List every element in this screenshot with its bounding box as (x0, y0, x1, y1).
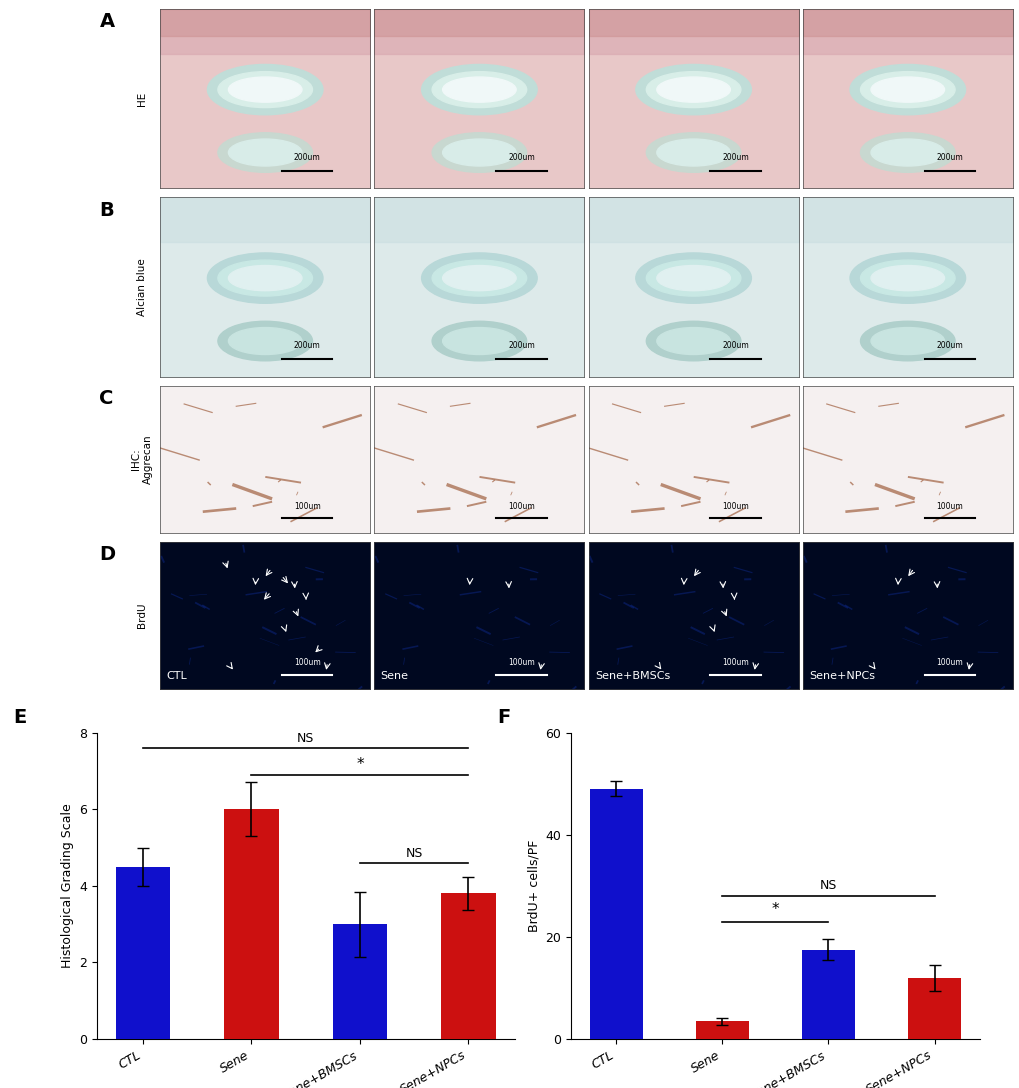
Bar (589, 789, 642, 1039)
Bar (907, 978, 960, 1039)
Ellipse shape (635, 252, 751, 304)
Text: 200um: 200um (507, 152, 534, 161)
Ellipse shape (870, 77, 944, 102)
Ellipse shape (432, 321, 526, 361)
Text: Alcian blue: Alcian blue (138, 258, 147, 316)
Ellipse shape (432, 133, 526, 172)
Text: BrdU: BrdU (138, 603, 147, 629)
Text: 200um: 200um (721, 152, 748, 161)
Ellipse shape (442, 327, 516, 355)
Ellipse shape (646, 321, 740, 361)
Text: 100um: 100um (293, 658, 320, 667)
Text: A: A (100, 12, 114, 32)
Text: Sene+NPCs: Sene+NPCs (808, 670, 874, 680)
Ellipse shape (207, 64, 323, 114)
Text: 100um: 100um (293, 502, 320, 511)
Text: 200um: 200um (507, 341, 534, 350)
Text: Sene: Sene (380, 670, 409, 680)
Text: 100um: 100um (507, 502, 534, 511)
Bar (116, 867, 170, 1039)
Ellipse shape (218, 321, 312, 361)
Text: 100um: 100um (935, 658, 962, 667)
Ellipse shape (228, 265, 302, 290)
Text: 200um: 200um (721, 341, 748, 350)
Bar (224, 809, 278, 1039)
Ellipse shape (218, 133, 312, 172)
Ellipse shape (656, 77, 730, 102)
Ellipse shape (656, 327, 730, 355)
Text: NS: NS (297, 732, 314, 745)
Ellipse shape (442, 265, 516, 290)
Text: NS: NS (406, 846, 423, 860)
Ellipse shape (860, 133, 954, 172)
Ellipse shape (870, 327, 944, 355)
Text: D: D (100, 545, 115, 564)
Ellipse shape (421, 252, 537, 304)
Text: 200um: 200um (293, 152, 320, 161)
Ellipse shape (635, 64, 751, 114)
Bar (695, 1022, 748, 1039)
Text: *: * (356, 756, 364, 771)
Ellipse shape (442, 77, 516, 102)
Bar (801, 950, 854, 1039)
Text: 100um: 100um (507, 658, 534, 667)
Ellipse shape (860, 72, 954, 108)
Y-axis label: BrdU+ cells/PF: BrdU+ cells/PF (527, 840, 539, 932)
Text: 200um: 200um (935, 152, 962, 161)
Ellipse shape (218, 260, 312, 296)
Text: IHC:
Aggrecan: IHC: Aggrecan (131, 434, 153, 484)
Text: 100um: 100um (721, 658, 748, 667)
Ellipse shape (432, 72, 526, 108)
Text: E: E (13, 708, 26, 727)
Text: 200um: 200um (935, 341, 962, 350)
Text: 100um: 100um (721, 502, 748, 511)
Bar (332, 924, 387, 1039)
Ellipse shape (870, 139, 944, 166)
Ellipse shape (849, 252, 965, 304)
Ellipse shape (646, 260, 740, 296)
Ellipse shape (646, 133, 740, 172)
Bar (441, 893, 495, 1039)
Ellipse shape (218, 72, 312, 108)
Text: 200um: 200um (293, 341, 320, 350)
Ellipse shape (442, 139, 516, 166)
Ellipse shape (228, 327, 302, 355)
Text: F: F (497, 708, 511, 727)
Text: HE: HE (138, 91, 147, 106)
Ellipse shape (228, 139, 302, 166)
Ellipse shape (849, 64, 965, 114)
Text: 100um: 100um (935, 502, 962, 511)
Ellipse shape (860, 260, 954, 296)
Y-axis label: Histological Grading Scale: Histological Grading Scale (60, 803, 73, 968)
Ellipse shape (421, 64, 537, 114)
Ellipse shape (656, 139, 730, 166)
Ellipse shape (870, 265, 944, 290)
Ellipse shape (656, 265, 730, 290)
Ellipse shape (646, 72, 740, 108)
Text: B: B (100, 201, 114, 220)
Ellipse shape (860, 321, 954, 361)
Text: C: C (100, 388, 114, 408)
Ellipse shape (228, 77, 302, 102)
Text: *: * (770, 902, 779, 917)
Ellipse shape (207, 252, 323, 304)
Text: NS: NS (819, 879, 837, 892)
Text: CTL: CTL (166, 670, 187, 680)
Ellipse shape (432, 260, 526, 296)
Text: Sene+BMSCs: Sene+BMSCs (594, 670, 669, 680)
